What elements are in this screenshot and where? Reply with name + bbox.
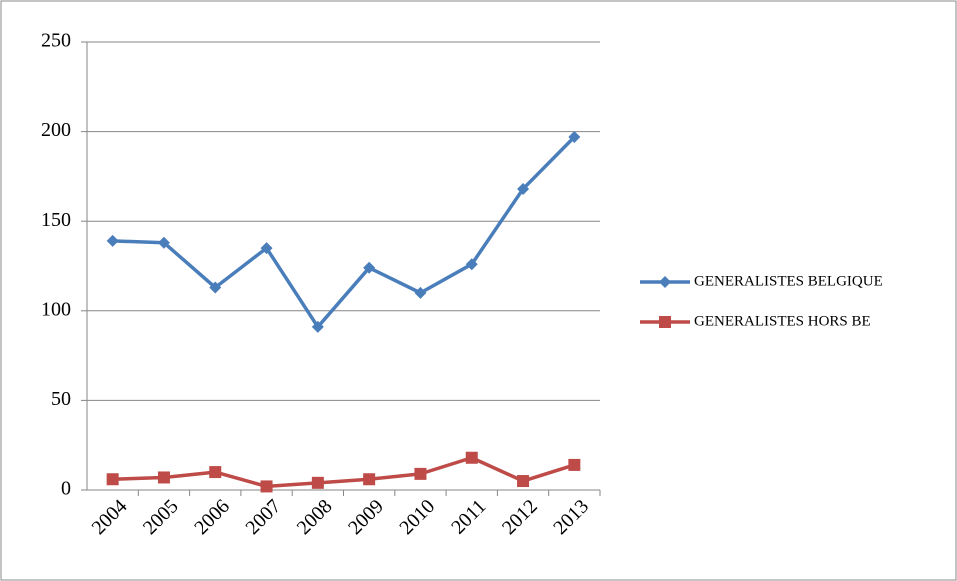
y-tick-label: 50 [51, 388, 71, 410]
marker [517, 182, 530, 195]
marker [414, 467, 427, 480]
marker [659, 276, 671, 288]
marker [465, 258, 478, 271]
legend: GENERALISTES BELGIQUE GENERALISTES HORS B… [640, 273, 883, 329]
marker [465, 451, 478, 464]
marker [157, 471, 170, 484]
marker [311, 476, 324, 489]
series-line [112, 455, 575, 489]
marker [363, 473, 376, 486]
marker [414, 286, 427, 299]
marker [659, 316, 671, 328]
marker [106, 234, 119, 247]
y-tick-label: 0 [61, 478, 71, 500]
marker [568, 130, 581, 143]
y-tick-label: 250 [41, 30, 71, 52]
marker [260, 242, 273, 255]
y-tick-label: 100 [41, 298, 71, 320]
legend-label: GENERALISTES HORS BE [694, 313, 871, 329]
y-tick-label: 200 [41, 119, 71, 141]
marker [209, 281, 222, 294]
legend-label: GENERALISTES BELGIQUE [694, 273, 883, 289]
marker [260, 480, 273, 493]
marker [311, 320, 324, 333]
marker [363, 261, 376, 274]
marker [568, 458, 581, 471]
marker [106, 473, 119, 486]
series-line [112, 135, 576, 329]
y-tick-label: 150 [41, 209, 71, 231]
marker [517, 475, 530, 488]
marker [157, 236, 170, 249]
marker [209, 466, 222, 479]
